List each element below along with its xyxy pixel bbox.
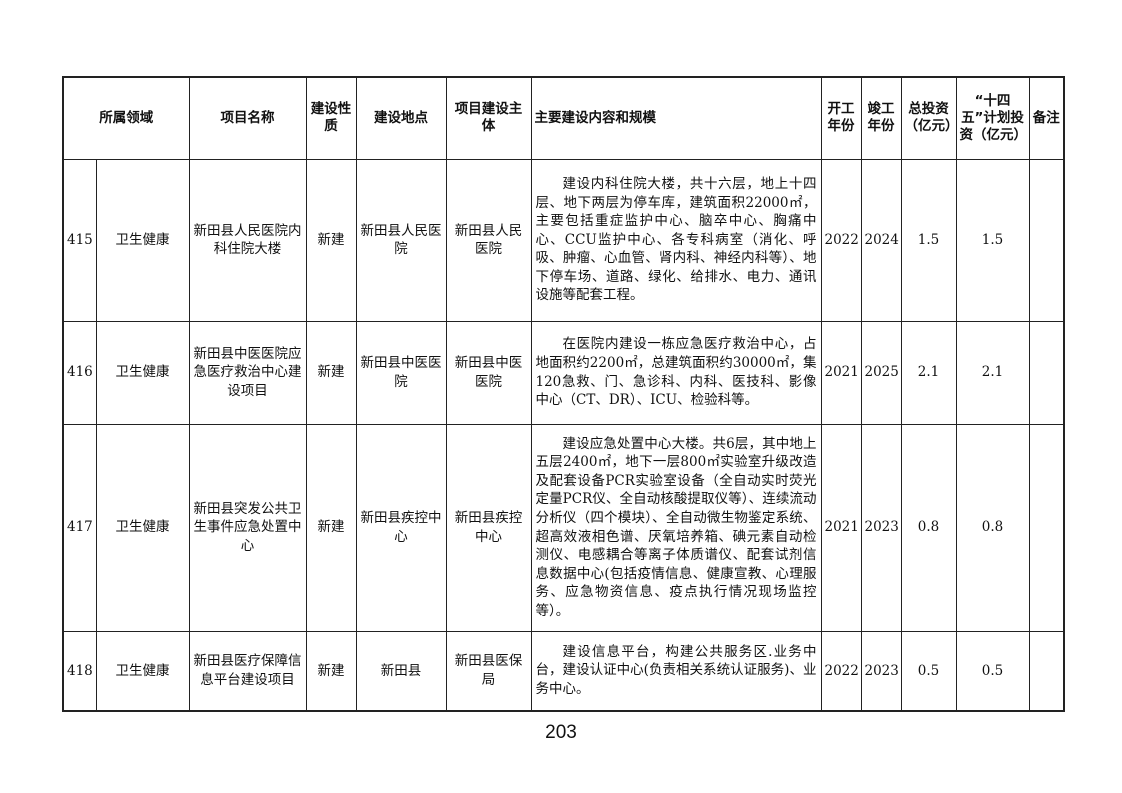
cell-note [1028, 320, 1065, 425]
header-subject: 项目建设主体 [445, 76, 532, 160]
cell-note [1028, 423, 1065, 632]
header-note: 备注 [1028, 76, 1065, 160]
cell-nature: 新建 [305, 320, 357, 425]
cell-content: 在医院内建设一栋应急医疗救治中心，占地面积约2200㎡，总建筑面积约30000㎡… [530, 320, 822, 425]
cell-note [1028, 158, 1065, 322]
cell-nature: 新建 [305, 423, 357, 632]
content-text: 建设信息平台，构建公共服务区.业务中台，建设认证中心(负责相关系统认证服务)、业… [535, 643, 817, 698]
table-row: 415 卫生健康 新田县人民医院内科住院大楼 新建 新田县人民医院 新田县人民医院 建设内科… [62, 158, 1065, 322]
cell-end: 2023 [860, 423, 902, 632]
header-end: 竣工年份 [860, 76, 902, 160]
cell-subject: 新田县医保局 [445, 630, 532, 712]
header-start: 开工年份 [820, 76, 862, 160]
cell-location: 新田县疾控中心 [355, 423, 447, 632]
content-text: 建设内科住院大楼，共十六层，地上十四层、地下两层为停车库，建筑面积22000㎡，… [535, 175, 817, 304]
cell-total: 2.1 [900, 320, 957, 425]
cell-no: 417 [62, 423, 97, 632]
cell-name: 新田县人民医院内科住院大楼 [188, 158, 307, 322]
header-content: 主要建设内容和规模 [530, 76, 822, 160]
cell-domain: 卫生健康 [95, 158, 190, 322]
cell-nature: 新建 [305, 630, 357, 712]
cell-plan: 2.1 [955, 320, 1030, 425]
header-plan: “十四五”计划投资（亿元） [955, 76, 1030, 160]
cell-plan: 0.8 [955, 423, 1030, 632]
cell-domain: 卫生健康 [95, 423, 190, 632]
cell-domain: 卫生健康 [95, 630, 190, 712]
cell-note [1028, 630, 1065, 712]
cell-plan: 0.5 [955, 630, 1030, 712]
header-total: 总投资（亿元） [900, 76, 957, 160]
cell-location: 新田县人民医院 [355, 158, 447, 322]
cell-end: 2024 [860, 158, 902, 322]
cell-total: 1.5 [900, 158, 957, 322]
cell-location: 新田县中医医院 [355, 320, 447, 425]
cell-location: 新田县 [355, 630, 447, 712]
header-nature: 建设性质 [305, 76, 357, 160]
cell-plan: 1.5 [955, 158, 1030, 322]
cell-start: 2021 [820, 423, 862, 632]
cell-name: 新田县突发公共卫生事件应急处置中心 [188, 423, 307, 632]
table-row: 417 卫生健康 新田县突发公共卫生事件应急处置中心 新建 新田县疾控中心 新田县疾控中心… [62, 423, 1065, 632]
cell-content: 建设应急处置中心大楼。共6层，其中地上五层2400㎡，地下一层800㎡实验室升级… [530, 423, 822, 632]
header-domain: 所属领域 [62, 76, 190, 160]
cell-start: 2022 [820, 158, 862, 322]
cell-subject: 新田县人民医院 [445, 158, 532, 322]
cell-total: 0.5 [900, 630, 957, 712]
project-table: 所属领域 项目名称 建设性质 建设地点 项目建设主体 主要建设内容和规模 开工年… [62, 76, 1065, 712]
table-row: 418 卫生健康 新田县医疗保障信息平台建设项目 新建 新田县 新田县医保局 建设信息平台，… [62, 630, 1065, 712]
cell-end: 2025 [860, 320, 902, 425]
cell-name: 新田县中医医院应急医疗救治中心建设项目 [188, 320, 307, 425]
cell-total: 0.8 [900, 423, 957, 632]
header-row: 所属领域 项目名称 建设性质 建设地点 项目建设主体 主要建设内容和规模 开工年… [62, 76, 1065, 160]
cell-content: 建设内科住院大楼，共十六层，地上十四层、地下两层为停车库，建筑面积22000㎡，… [530, 158, 822, 322]
cell-start: 2022 [820, 630, 862, 712]
header-location: 建设地点 [355, 76, 447, 160]
cell-end: 2023 [860, 630, 902, 712]
cell-name: 新田县医疗保障信息平台建设项目 [188, 630, 307, 712]
cell-subject: 新田县中医医院 [445, 320, 532, 425]
cell-subject: 新田县疾控中心 [445, 423, 532, 632]
cell-no: 415 [62, 158, 97, 322]
cell-no: 418 [62, 630, 97, 712]
table-row: 416 卫生健康 新田县中医医院应急医疗救治中心建设项目 新建 新田县中医医院 新田县中医… [62, 320, 1065, 425]
cell-domain: 卫生健康 [95, 320, 190, 425]
cell-content: 建设信息平台，构建公共服务区.业务中台，建设认证中心(负责相关系统认证服务)、业… [530, 630, 822, 712]
page-number: 203 [545, 722, 577, 743]
header-name: 项目名称 [188, 76, 307, 160]
cell-start: 2021 [820, 320, 862, 425]
content-text: 建设应急处置中心大楼。共6层，其中地上五层2400㎡，地下一层800㎡实验室升级… [535, 435, 817, 619]
cell-nature: 新建 [305, 158, 357, 322]
cell-no: 416 [62, 320, 97, 425]
content-text: 在医院内建设一栋应急医疗救治中心，占地面积约2200㎡，总建筑面积约30000㎡… [535, 336, 817, 409]
